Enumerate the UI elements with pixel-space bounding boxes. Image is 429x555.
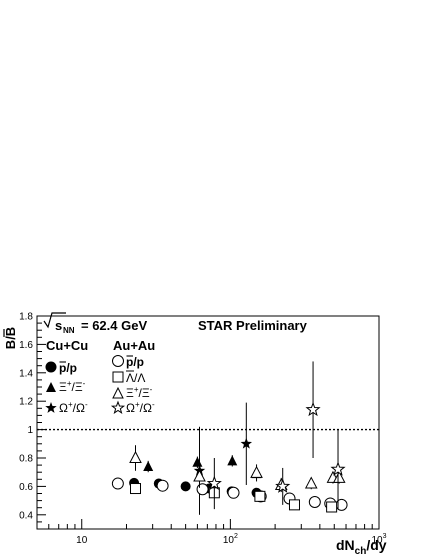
au-lambdabar-lambda-marker bbox=[254, 490, 266, 502]
au-xi-xi--point bbox=[129, 445, 142, 471]
cu-xi-xi--marker bbox=[143, 461, 154, 472]
au-omega-omega--marker bbox=[275, 478, 291, 493]
legend-au-lambda-label: Λ/Λ bbox=[126, 371, 145, 385]
legend-cu-xi-label: Ξ+/Ξ- bbox=[59, 379, 86, 394]
au-lambdabar-lambda-marker bbox=[326, 501, 338, 513]
au-pbar-p-marker bbox=[156, 479, 169, 492]
au-pbar-p-point bbox=[196, 483, 209, 496]
au-lambdabar-lambda-point bbox=[326, 501, 338, 513]
plot-frame bbox=[36, 315, 380, 530]
au-xi-xi--marker bbox=[304, 476, 318, 489]
x-tick-label: 103 bbox=[371, 533, 386, 546]
au-omega-omega--point bbox=[206, 458, 222, 510]
cu-xi-xi--marker bbox=[227, 455, 238, 466]
legend-cu-omega-label: Ω+/Ω- bbox=[59, 400, 88, 415]
legend-cu-pbarp-marker bbox=[45, 361, 57, 373]
legend-cu-title: Cu+Cu bbox=[46, 338, 88, 353]
legend: Cu+Cu Au+Au p/p Ξ+/Ξ- Ω+/Ω- p/p Λ/Λ Ξ+/Ξ… bbox=[45, 338, 155, 415]
au-xi-xi--marker bbox=[193, 469, 206, 482]
au-xi-xi--marker bbox=[129, 450, 142, 463]
cu-xi-xi--point bbox=[192, 456, 203, 468]
au-omega-omega--marker bbox=[206, 475, 222, 490]
au-omega-omega--marker bbox=[330, 461, 346, 476]
energy-sqrt-sub: NN bbox=[63, 326, 75, 335]
x-tick-label: 10 bbox=[76, 535, 88, 546]
legend-cu-xi-marker bbox=[46, 382, 56, 392]
au-xi-xi--point bbox=[250, 464, 263, 482]
y-axis-title: B/B bbox=[3, 327, 18, 349]
y-tick-label: 1.6 bbox=[19, 340, 33, 351]
cu-xi-xi--point bbox=[227, 455, 238, 467]
energy-value: = 62.4 GeV bbox=[81, 318, 147, 333]
au-pbar-p-point bbox=[156, 479, 169, 492]
au-omega-omega--point bbox=[330, 429, 346, 510]
y-tick-label: 0.8 bbox=[19, 454, 33, 465]
cu-omega-omega--marker bbox=[240, 437, 253, 449]
chart-title: STAR Preliminary bbox=[198, 318, 308, 333]
legend-au-xi-marker bbox=[112, 386, 124, 399]
au-lambdabar-lambda-point bbox=[288, 499, 300, 511]
legend-au-pbarp-label: p/p bbox=[126, 355, 144, 369]
legend-au-omega-marker bbox=[110, 400, 126, 415]
y-tick-label: 1.4 bbox=[19, 368, 33, 379]
cu-xi-xi--point bbox=[143, 460, 154, 473]
x-tick-label: 102 bbox=[223, 533, 238, 546]
au-omega-omega--marker bbox=[305, 401, 321, 417]
y-axis-label: B/B bbox=[3, 327, 18, 349]
legend-au-title: Au+Au bbox=[113, 338, 155, 353]
au-xi-xi--point bbox=[193, 465, 206, 488]
legend-cu-pbarp-label: p/p bbox=[59, 361, 77, 375]
au-pbar-p-point bbox=[227, 486, 240, 499]
au-lambdabar-lambda-point bbox=[254, 490, 266, 502]
axis-ticks: 10 102 103 0.4 0.6 0.8 1 1.2 1.4 1.6 1.8 bbox=[19, 312, 387, 547]
au-pbar-p-marker bbox=[308, 496, 321, 509]
au-omega-omega--point bbox=[305, 361, 321, 458]
au-pbar-p-marker bbox=[196, 483, 209, 496]
au-pbar-p-point bbox=[111, 477, 124, 490]
au-omega-omega--point bbox=[275, 467, 291, 505]
cu-xi-xi--marker bbox=[192, 456, 203, 467]
energy-label: s NN = 62.4 GeV bbox=[43, 312, 147, 335]
cu-pbar-p-marker bbox=[180, 481, 191, 492]
legend-au-xi-label: Ξ+/Ξ- bbox=[126, 385, 153, 400]
y-tick-label: 0.6 bbox=[19, 482, 33, 493]
y-tick-label: 1.8 bbox=[19, 312, 33, 323]
data-points bbox=[111, 361, 348, 515]
au-xi-xi--marker bbox=[250, 465, 263, 478]
x-axis-label: dNch/dy bbox=[336, 537, 387, 555]
legend-au-omega-label: Ω+/Ω- bbox=[126, 400, 155, 415]
y-tick-label: 0.4 bbox=[19, 510, 33, 521]
y-tick-label: 1.2 bbox=[19, 397, 33, 408]
au-pbar-p-marker bbox=[227, 486, 240, 499]
sqrt-symbol bbox=[43, 312, 66, 329]
au-xi-xi--point bbox=[332, 470, 346, 484]
au-xi-xi--point bbox=[304, 476, 318, 490]
au-pbar-p-point bbox=[308, 496, 321, 509]
au-lambdabar-lambda-marker bbox=[288, 499, 300, 511]
au-xi-xi--marker bbox=[332, 470, 346, 483]
y-tick-label: 1 bbox=[27, 425, 33, 436]
legend-au-lambda-marker bbox=[112, 371, 124, 383]
energy-sqrt-s: s bbox=[55, 318, 62, 333]
au-lambdabar-lambda-marker bbox=[130, 483, 142, 495]
cu-omega-omega--point bbox=[240, 402, 253, 485]
legend-cu-omega-marker bbox=[45, 402, 57, 413]
legend-au-pbarp-marker bbox=[112, 355, 124, 367]
cu-pbar-p-point bbox=[180, 481, 191, 492]
au-pbar-p-point bbox=[335, 498, 348, 511]
au-lambdabar-lambda-point bbox=[130, 483, 142, 495]
au-pbar-p-marker bbox=[111, 477, 124, 490]
